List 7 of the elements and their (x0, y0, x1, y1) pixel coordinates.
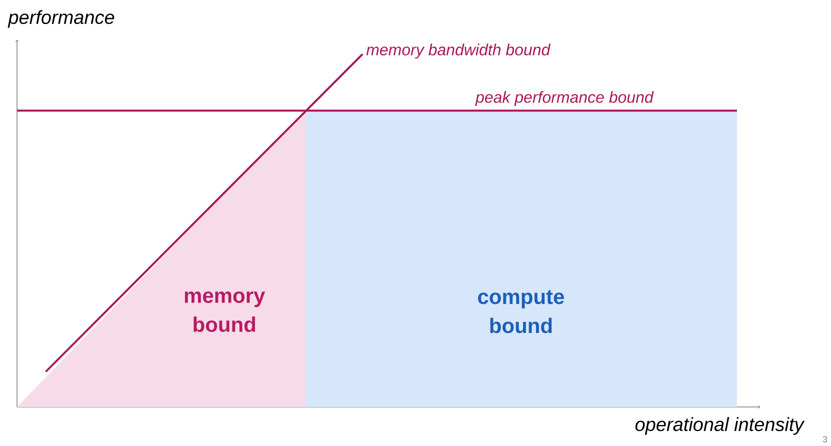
y-axis-title: performance (8, 10, 114, 28)
x-axis-title: operational intensity (635, 417, 805, 435)
series-label: memory bound (184, 291, 266, 332)
text: 3 (822, 436, 828, 442)
series-label: compute bound (478, 290, 564, 334)
series-label: peak performance bound (475, 91, 654, 106)
series-label: memory bandwidth bound (366, 44, 551, 59)
